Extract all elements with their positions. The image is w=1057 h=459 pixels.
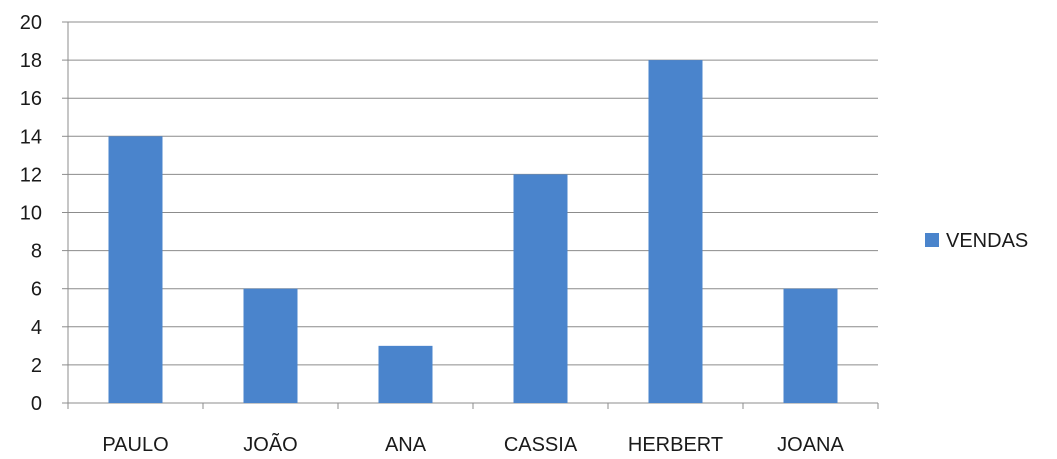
legend-label: VENDAS: [946, 230, 1028, 252]
x-tick-label: HERBERT: [628, 434, 723, 454]
y-tick-label: 14: [20, 126, 42, 148]
y-tick-label: 0: [31, 393, 42, 415]
legend: VENDAS: [925, 230, 1028, 252]
bar-ana: [378, 345, 433, 403]
y-tick-label: 18: [20, 50, 42, 72]
bar-joana: [783, 288, 838, 403]
x-tick-label: ANA: [385, 434, 427, 454]
x-tick-label: CASSIA: [504, 434, 578, 454]
bar-joão: [243, 288, 298, 403]
bar-herbert: [648, 60, 703, 403]
x-tick-label: JOANA: [777, 434, 844, 454]
y-tick-label: 10: [20, 203, 42, 225]
y-tick-label: 4: [31, 317, 42, 339]
axes: [62, 21, 879, 409]
y-tick-labels: 0 2 4 6 8 10 12 14 16 18 20: [20, 12, 42, 415]
y-tick-label: 16: [20, 88, 42, 110]
y-tick-label: 8: [31, 241, 42, 263]
x-tick-label: PAULO: [102, 434, 168, 454]
x-tick-labels: PAULO JOÃO ANA CASSIA HERBERT JOANA: [102, 432, 844, 456]
bar-paulo: [108, 136, 163, 404]
x-tick-label: JOÃO: [243, 432, 297, 454]
gridlines: [68, 21, 878, 366]
y-tick-label: 12: [20, 164, 42, 186]
bar-cassia: [513, 174, 568, 403]
bars: [108, 60, 838, 404]
legend-swatch: [925, 233, 939, 247]
y-tick-label: 20: [20, 12, 42, 34]
y-tick-label: 2: [31, 355, 42, 377]
y-tick-label: 6: [31, 279, 42, 301]
